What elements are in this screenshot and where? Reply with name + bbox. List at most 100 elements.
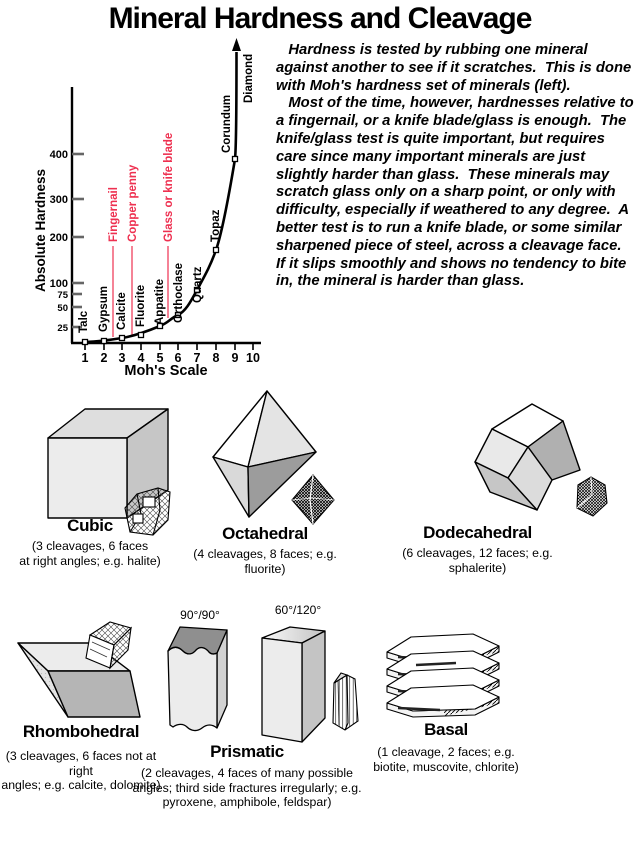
x-axis-label: Moh's Scale: [124, 363, 207, 379]
cubic-desc-line-2: at right angles; e.g. halite): [19, 553, 161, 568]
label-appatite: Appatite: [154, 279, 166, 325]
prismatic-heading: Prismatic: [210, 742, 284, 761]
cube-front-face: [47, 437, 128, 519]
label-quartz: Quartz: [192, 266, 204, 303]
octahedral-heading: Octahedral: [222, 524, 308, 543]
rhombohedral-caption: Rhombohedral (3 cleavages, 6 faces not a…: [0, 722, 162, 793]
x-tick-2: 2: [101, 351, 108, 365]
dodeca-bottom-face: [474, 461, 538, 511]
y-tick-50: 50: [57, 303, 68, 314]
dodeca-desc-line-1: (6 cleavages, 12 faces; e.g.: [402, 546, 553, 560]
x-tick-marks: [84, 343, 254, 350]
intro-paragraph-2: Most of the time, however, hardnesses re…: [276, 95, 638, 290]
label-fluorite: Fluorite: [135, 285, 147, 327]
cubic-caption: Cubic (3 cleavages, 6 faces at right ang…: [15, 516, 165, 568]
x-tick-9: 9: [232, 351, 239, 365]
label-topaz: Topaz: [210, 209, 222, 242]
curve-arrowhead: [232, 38, 241, 51]
basal-plate: [386, 684, 500, 718]
feldspar-sketch: [332, 672, 359, 731]
ref-fingernail: Fingernail: [108, 187, 120, 242]
x-tick-8: 8: [213, 351, 220, 365]
label-orthoclase: Orthoclase: [173, 263, 185, 323]
x-tick-7: 7: [194, 351, 201, 365]
prism-60-120: [261, 626, 326, 743]
octahedral-caption: Octahedral (4 cleavages, 8 faces; e.g. f…: [180, 524, 350, 576]
rhombohedral-figure: [17, 621, 141, 718]
x-tick-labels: 1 2 3 4 5 6 7 8 9 10: [82, 351, 260, 365]
prism1-fracture-top: [167, 626, 228, 655]
prismatic-description: (2 cleavages, 4 faces of many possible a…: [117, 766, 377, 810]
y-tick-300: 300: [50, 194, 68, 206]
basal-description: (1 cleavage, 2 faces; e.g. biotite, musc…: [356, 745, 536, 774]
calcite-sketch: [85, 621, 133, 670]
rhombohedral-description: (3 cleavages, 6 faces not at right angle…: [0, 749, 162, 793]
prism1-front-face: [167, 646, 218, 732]
mineral-labels: Talc Gypsum Calcite Fluorite Appatite Or…: [78, 54, 255, 333]
ref-copper-penny: Copper penny: [127, 164, 139, 242]
basal-figure: [386, 633, 500, 718]
halite-sketch: [124, 487, 171, 536]
basal-heading: Basal: [424, 720, 468, 739]
y-tick-75: 75: [57, 290, 68, 301]
reference-labels: Fingernail Copper penny Glass or knife b…: [108, 133, 175, 242]
dodecahedral-caption: Dodecahedral (6 cleavages, 12 faces; e.g…: [385, 523, 570, 575]
dodecahedral-description: (6 cleavages, 12 faces; e.g. sphalerite): [385, 546, 570, 575]
prism-90-90: [167, 626, 228, 732]
basal-caption: Basal (1 cleavage, 2 faces; e.g. biotite…: [356, 720, 536, 774]
octa-bottom-left-face: [212, 456, 250, 518]
cubic-figure: [47, 408, 171, 536]
y-tick-200: 200: [50, 232, 68, 244]
ref-glass-knife: Glass or knife blade: [163, 133, 175, 242]
reference-lines: [112, 246, 169, 337]
x-tick-6: 6: [175, 351, 182, 365]
octa-desc-line-2: fluorite): [244, 561, 286, 576]
hardness-chart: 400 300 200 100 75 50 25 Absolute Hardne…: [33, 38, 261, 379]
cubic-heading: Cubic: [67, 516, 113, 535]
rhombohedral-heading: Rhombohedral: [22, 722, 140, 741]
x-tick-4: 4: [138, 351, 145, 365]
y-tick-400: 400: [50, 149, 68, 161]
angle-label-90-90: 90°/90°: [180, 608, 220, 622]
octahedral-description: (4 cleavages, 8 faces; e.g. fluorite): [180, 547, 350, 576]
y-tick-25: 25: [57, 323, 68, 334]
cubic-desc-line-1: (3 cleavages, 6 faces: [31, 539, 149, 553]
y-axis-label: Absolute Hardness: [33, 169, 48, 292]
label-gypsum: Gypsum: [98, 286, 110, 332]
intro-text: Hardness is tested by rubbing one minera…: [276, 42, 636, 291]
angle-label-60-120: 60°/120°: [275, 603, 322, 617]
page-title: Mineral Hardness and Cleavage: [108, 2, 533, 35]
label-calcite: Calcite: [116, 292, 128, 330]
label-diamond: Diamond: [243, 54, 255, 103]
prism-desc-line-1: (2 cleavages, 4 faces of many possible: [141, 766, 353, 780]
basal-desc-line-2: biotite, muscovite, chlorite): [373, 759, 519, 774]
y-tick-marks: [72, 152, 84, 329]
octahedral-figure: [212, 390, 335, 525]
prism-desc-line-3: pyroxene, amphibole, feldspar): [162, 795, 332, 809]
octahedron-shape: [212, 390, 317, 518]
label-talc: Talc: [78, 310, 90, 333]
rhombo-desc-line-2: angles; e.g. calcite, dolomite): [1, 778, 161, 792]
cubic-description: (3 cleavages, 6 faces at right angles; e…: [15, 539, 165, 568]
dodecahedron-shape: [474, 403, 581, 511]
octa-bottom-right-face: [247, 451, 317, 518]
x-tick-1: 1: [82, 351, 89, 365]
prism-desc-line-2: angles; third side fractures irregularly…: [132, 780, 362, 795]
fluorite-sketch: [291, 474, 335, 525]
dodecahedral-figure: [474, 403, 608, 517]
sphalerite-sketch: [576, 476, 608, 517]
y-tick-labels: 400 300 200 100 75 50 25: [50, 149, 69, 334]
label-corundum: Corundum: [221, 95, 233, 153]
x-tick-3: 3: [119, 351, 126, 365]
rhombo-desc-line-1: (3 cleavages, 6 faces not at right: [5, 749, 157, 778]
intro-paragraph-1: Hardness is tested by rubbing one minera…: [276, 42, 636, 94]
prismatic-caption: Prismatic (2 cleavages, 4 faces of many …: [117, 742, 377, 810]
basal-plates: [386, 633, 500, 718]
y-tick-100: 100: [50, 278, 68, 290]
octa-desc-line-1: (4 cleavages, 8 faces; e.g.: [193, 547, 337, 561]
data-points: [81, 155, 239, 346]
prism2-front-face: [261, 637, 303, 743]
rhombo-front-face: [47, 670, 141, 718]
x-tick-10: 10: [246, 351, 260, 365]
